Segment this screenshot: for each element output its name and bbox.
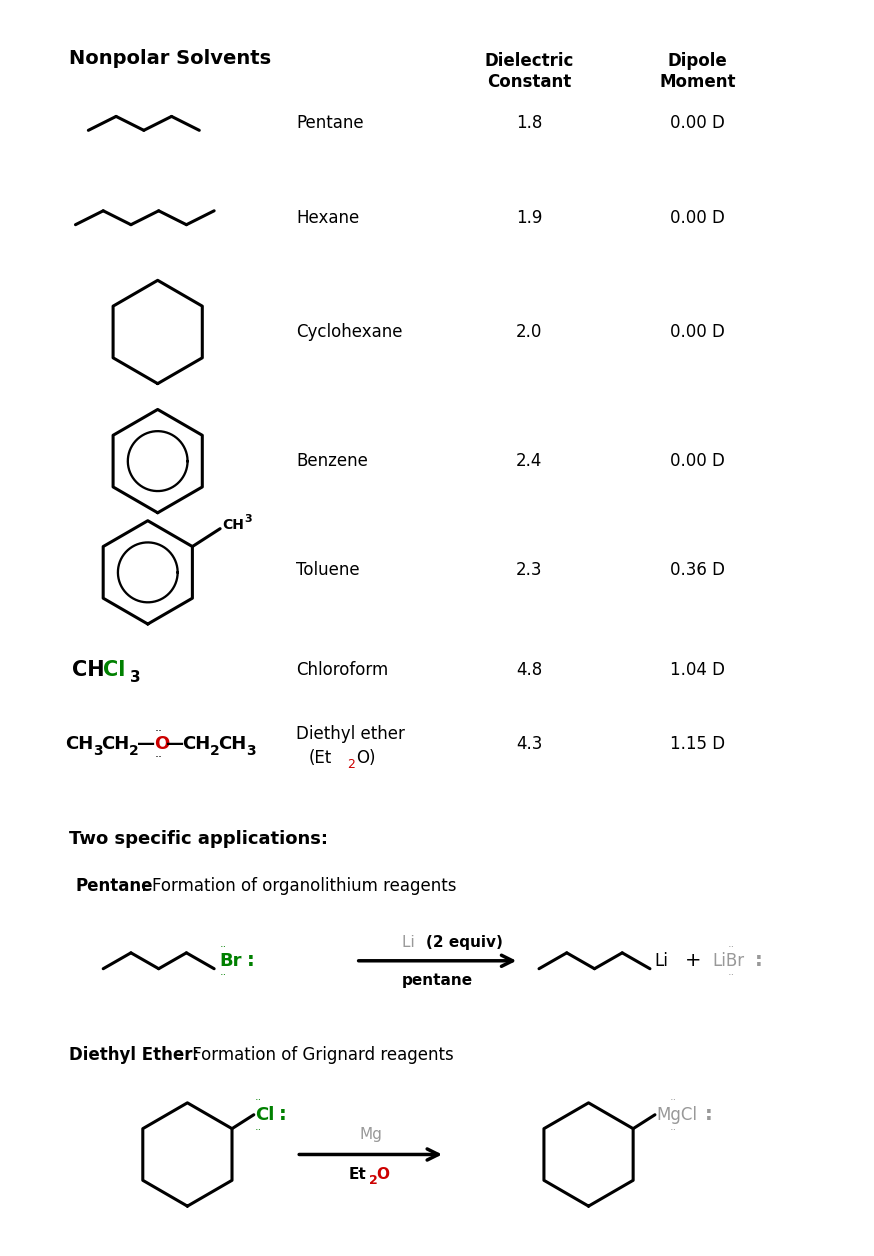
Text: 1.04 D: 1.04 D (670, 661, 725, 678)
Text: (2 equiv): (2 equiv) (426, 936, 503, 951)
Text: Benzene: Benzene (296, 452, 368, 470)
Text: :: : (755, 951, 763, 971)
Text: 1.8: 1.8 (516, 114, 542, 132)
Text: CH: CH (222, 517, 244, 531)
Text: LiBr: LiBr (712, 952, 745, 970)
Text: 4.8: 4.8 (516, 661, 542, 678)
Text: MgCl: MgCl (656, 1105, 697, 1124)
Text: CH: CH (218, 735, 246, 754)
Text: Diethyl ether: Diethyl ether (296, 725, 406, 744)
Text: 0.00 D: 0.00 D (670, 452, 725, 470)
Text: CH: CH (66, 735, 94, 754)
Text: —: — (165, 735, 184, 754)
Text: ··: ·· (728, 970, 735, 980)
Text: 2.4: 2.4 (516, 452, 542, 470)
Text: ··: ·· (728, 942, 735, 952)
Text: 3: 3 (246, 744, 255, 759)
Text: Formation of Grignard reagents: Formation of Grignard reagents (187, 1046, 454, 1064)
Text: 3: 3 (130, 671, 141, 686)
Text: 0.00 D: 0.00 D (670, 208, 725, 227)
Text: :: : (704, 1105, 712, 1124)
Text: ··: ·· (155, 725, 163, 737)
Text: CH: CH (183, 735, 211, 754)
Text: CH: CH (72, 659, 104, 679)
Text: Mg: Mg (359, 1127, 382, 1142)
Text: :: : (246, 951, 254, 971)
Text: ··: ·· (669, 1095, 677, 1105)
Text: :: : (279, 1105, 287, 1124)
Text: Hexane: Hexane (296, 208, 359, 227)
Text: Nonpolar Solvents: Nonpolar Solvents (68, 49, 271, 68)
Text: 2.0: 2.0 (516, 323, 542, 340)
Text: Pentane: Pentane (75, 877, 153, 896)
Text: Cl: Cl (255, 1105, 274, 1124)
Text: ··: ·· (220, 970, 227, 980)
Text: Dipole
Moment: Dipole Moment (659, 51, 736, 90)
Text: O): O) (356, 749, 375, 767)
Text: 4.3: 4.3 (516, 735, 542, 754)
Text: Chloroform: Chloroform (296, 661, 389, 678)
Text: 2.3: 2.3 (516, 561, 543, 579)
Text: Br: Br (219, 952, 241, 970)
Text: (Et: (Et (309, 749, 331, 767)
Text: 2: 2 (210, 744, 220, 759)
Text: +: + (684, 951, 701, 971)
Text: 2: 2 (369, 1174, 378, 1187)
Text: Li: Li (654, 952, 668, 970)
Text: Et: Et (349, 1167, 366, 1182)
Text: Cyclohexane: Cyclohexane (296, 323, 403, 340)
Text: ··: ·· (220, 942, 227, 952)
Text: ··: ·· (155, 751, 163, 764)
Text: 1.15 D: 1.15 D (670, 735, 725, 754)
Text: 0.00 D: 0.00 D (670, 114, 725, 132)
Text: Cl: Cl (103, 659, 126, 679)
Text: ··: ·· (255, 1124, 262, 1134)
Text: O: O (154, 735, 169, 754)
Text: CH: CH (101, 735, 129, 754)
Text: ··: ·· (669, 1124, 677, 1134)
Text: O: O (377, 1167, 390, 1182)
Text: Toluene: Toluene (296, 561, 360, 579)
Text: Pentane: Pentane (296, 114, 364, 132)
Text: 0.36 D: 0.36 D (670, 561, 725, 579)
Text: Diethyl Ether:: Diethyl Ether: (68, 1046, 198, 1064)
Text: Dielectric
Constant: Dielectric Constant (484, 51, 574, 90)
Text: 2: 2 (347, 757, 355, 771)
Text: Two specific applications:: Two specific applications: (68, 830, 328, 848)
Text: —: — (137, 735, 155, 754)
Text: pentane: pentane (402, 973, 473, 988)
Text: 3: 3 (244, 514, 252, 524)
Text: 3: 3 (94, 744, 103, 759)
Text: 1.9: 1.9 (516, 208, 542, 227)
Text: ··: ·· (255, 1095, 262, 1105)
Text: 0.00 D: 0.00 D (670, 323, 725, 340)
Text: 2: 2 (129, 744, 139, 759)
Text: : Formation of organolithium reagents: : Formation of organolithium reagents (141, 877, 456, 896)
Text: Li: Li (402, 936, 420, 951)
